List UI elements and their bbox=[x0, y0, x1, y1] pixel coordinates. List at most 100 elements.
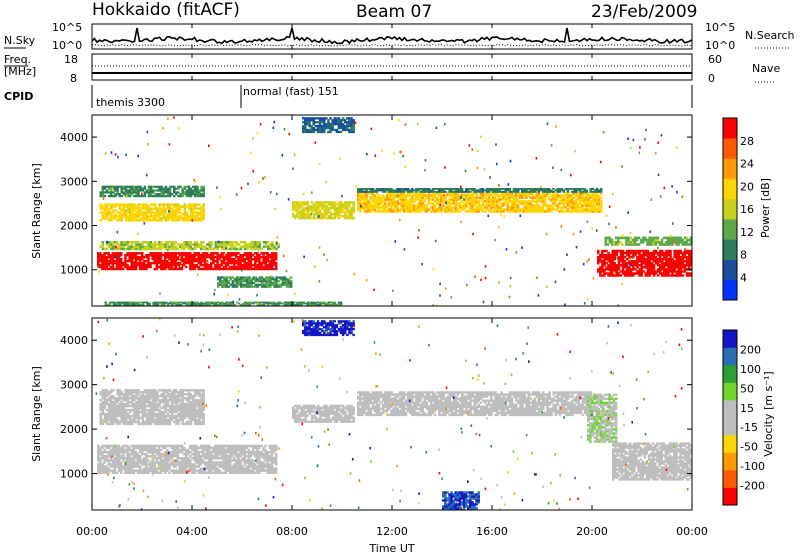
power-cell bbox=[498, 189, 501, 192]
power-cell bbox=[400, 196, 404, 199]
velocity-cell bbox=[113, 450, 117, 454]
power-cell bbox=[306, 201, 310, 204]
power-cell bbox=[417, 198, 420, 201]
power-cell bbox=[363, 200, 366, 203]
power-cell bbox=[402, 206, 406, 209]
power-cell bbox=[473, 198, 476, 201]
power-cell bbox=[220, 243, 224, 246]
power-cell bbox=[640, 249, 643, 253]
power-cell bbox=[101, 241, 105, 244]
power-cell bbox=[661, 251, 664, 255]
power-cell bbox=[570, 188, 574, 190]
power-cell bbox=[118, 247, 121, 251]
power-cell bbox=[435, 192, 439, 195]
power-cell bbox=[103, 207, 107, 210]
power-cell bbox=[621, 253, 625, 257]
power-cell bbox=[147, 258, 150, 261]
power-cell bbox=[122, 213, 126, 216]
power-cell bbox=[344, 119, 347, 122]
power-cell bbox=[196, 193, 199, 196]
power-cell bbox=[481, 189, 485, 192]
power-cell bbox=[474, 275, 476, 278]
power-cell bbox=[118, 243, 121, 246]
power-cell bbox=[212, 267, 215, 271]
power-cell bbox=[296, 303, 299, 306]
power-cell bbox=[145, 211, 149, 214]
power-cell bbox=[413, 189, 416, 192]
power-cell bbox=[141, 247, 144, 251]
power-cell bbox=[298, 301, 301, 304]
power-cell bbox=[224, 256, 228, 259]
power-cell bbox=[675, 256, 678, 259]
power-cell bbox=[308, 124, 311, 128]
power-cell bbox=[128, 193, 132, 196]
power-cell bbox=[607, 258, 610, 261]
power-cell bbox=[240, 186, 243, 190]
power-cell bbox=[129, 303, 132, 306]
power-cell bbox=[217, 285, 220, 288]
velocity-cell bbox=[172, 446, 175, 450]
power-cell bbox=[179, 217, 182, 220]
power-cell bbox=[314, 211, 318, 214]
power-cell bbox=[481, 196, 485, 199]
power-cell bbox=[271, 247, 274, 251]
power-cell bbox=[325, 207, 328, 210]
power-cell bbox=[611, 256, 614, 259]
velocity-cell bbox=[172, 459, 175, 462]
power-cell bbox=[634, 253, 637, 257]
velocity-cell bbox=[166, 452, 169, 456]
power-cell bbox=[258, 265, 261, 269]
power-cell bbox=[325, 209, 328, 212]
power-cell bbox=[462, 190, 466, 193]
power-cell bbox=[138, 263, 142, 267]
power-cell bbox=[120, 263, 123, 267]
power-cell bbox=[233, 245, 236, 248]
power-cell bbox=[679, 272, 683, 275]
power-cell bbox=[187, 205, 191, 208]
power-cell bbox=[249, 254, 253, 257]
power-cell bbox=[431, 208, 435, 211]
power-cell bbox=[460, 192, 464, 195]
power-cell bbox=[634, 251, 637, 255]
power-cell bbox=[158, 217, 161, 220]
power-cell bbox=[586, 260, 588, 263]
power-cell bbox=[189, 261, 192, 265]
power-cell bbox=[137, 185, 140, 188]
power-cell bbox=[97, 261, 100, 265]
power-cell bbox=[458, 198, 462, 201]
power-cell bbox=[177, 217, 180, 220]
power-cell bbox=[419, 210, 422, 213]
power-cell bbox=[595, 229, 598, 232]
power-cell bbox=[595, 198, 599, 201]
power-cell bbox=[335, 123, 339, 126]
velocity-cell bbox=[164, 465, 167, 468]
velocity-cell bbox=[128, 465, 131, 468]
velocity-cell bbox=[155, 444, 159, 448]
power-cell bbox=[392, 198, 395, 201]
power-cell bbox=[250, 243, 253, 246]
velocity-cell bbox=[149, 450, 152, 454]
power-cell bbox=[492, 202, 495, 205]
site-title: Hokkaido (fitACF) bbox=[92, 0, 240, 20]
velocity-cell bbox=[111, 465, 115, 468]
power-cell bbox=[271, 283, 274, 286]
velocity-cell bbox=[113, 461, 117, 464]
velocity-cell bbox=[97, 459, 100, 462]
power-cell bbox=[300, 205, 303, 208]
power-cell bbox=[650, 264, 654, 267]
power-cell bbox=[427, 196, 431, 199]
power-cell bbox=[554, 189, 557, 192]
power-cell bbox=[333, 213, 337, 216]
power-cell bbox=[179, 243, 182, 246]
power-cell bbox=[225, 278, 228, 281]
power-cell bbox=[147, 207, 151, 210]
power-cell bbox=[126, 211, 130, 214]
power-cell bbox=[681, 274, 685, 277]
power-cell bbox=[114, 193, 117, 196]
power-cell bbox=[327, 216, 330, 220]
power-cell bbox=[601, 266, 604, 269]
power-cell bbox=[562, 210, 566, 213]
power-cell bbox=[111, 256, 115, 259]
power-cell bbox=[677, 238, 680, 242]
power-cell bbox=[458, 194, 462, 197]
